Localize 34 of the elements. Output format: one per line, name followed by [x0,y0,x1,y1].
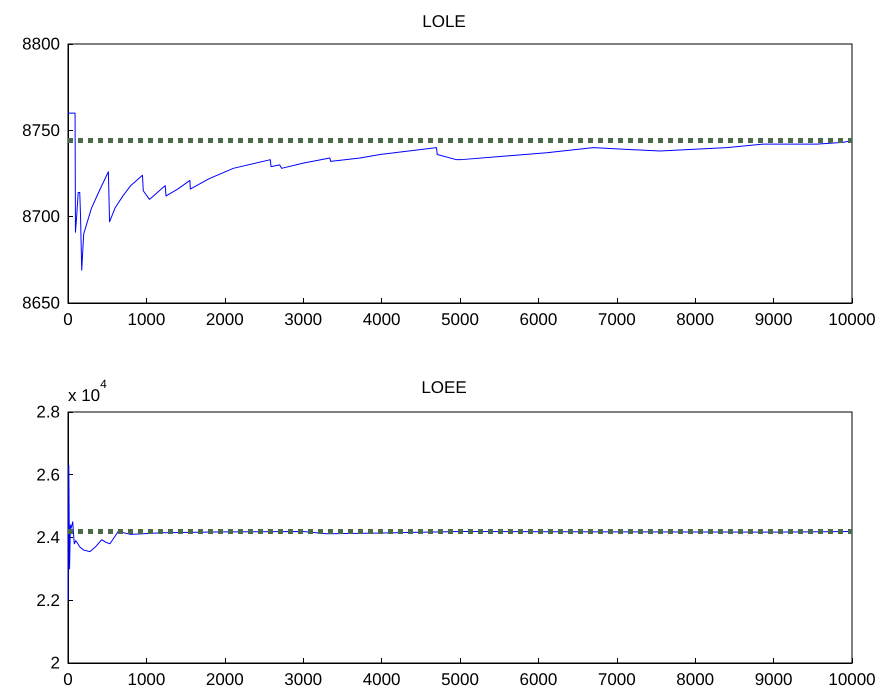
x-tick-label: 6000 [519,670,558,689]
x-tick-label: 0 [63,310,73,329]
y-tick-label: 8700 [22,207,60,226]
x-tick-label: 4000 [362,310,401,329]
chart-title: LOEE [421,378,467,397]
y-tick-label: 2.8 [36,402,60,422]
x-tick-label: 4000 [362,670,401,689]
x-tick-label: 5000 [441,310,479,329]
y-tick-label: 8800 [22,34,60,54]
x-tick-label: 8000 [676,670,714,689]
x-tick-label: 10000 [828,670,876,689]
x-tick-label: 7000 [598,670,636,689]
x-tick-label: 3000 [284,310,322,329]
x-tick-label: 6000 [519,310,558,329]
x-tick-label: 3000 [284,670,322,689]
x-tick-label: 2000 [206,310,244,329]
y-tick-label: 2.2 [36,590,60,610]
x-tick-label: 9000 [754,310,793,329]
line-series [68,112,852,271]
x-tick-label: 10000 [828,310,876,329]
y-tick-label: 8650 [22,294,60,312]
y-tick-label: 2.6 [36,465,60,484]
y-tick-label: 2 [50,654,60,672]
x-tick-label: 1000 [127,310,166,329]
y-tick-label: 2.4 [36,528,60,547]
x-tick-label: 7000 [598,310,636,329]
x-tick-label: 1000 [127,670,166,689]
chart-title: LOLE [422,12,466,31]
x-tick-label: 2000 [206,670,244,689]
y-tick-label: 8750 [22,120,60,140]
x-tick-label: 0 [63,670,73,689]
x-tick-label: 5000 [441,670,479,689]
x-tick-label: 9000 [754,670,793,689]
x-tick-label: 8000 [676,310,714,329]
